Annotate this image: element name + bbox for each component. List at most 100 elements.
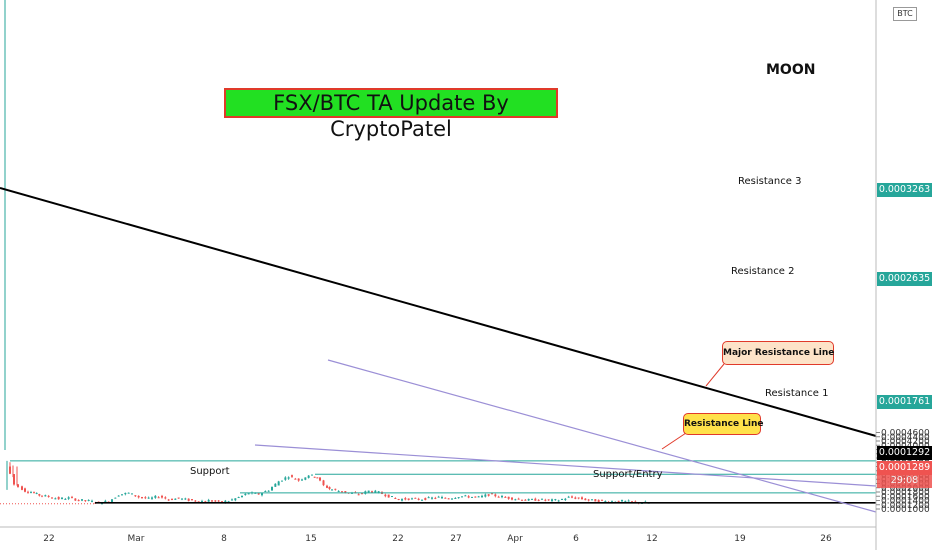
candle-body [511, 497, 513, 500]
candle-body [621, 500, 623, 502]
candle-body [207, 499, 210, 502]
candle-body [377, 491, 380, 493]
candle-body [307, 475, 310, 478]
resistance-callout-pointer [661, 432, 687, 450]
candle-body [311, 474, 313, 476]
x-tick-label: 22 [43, 534, 54, 544]
candle-body [204, 501, 207, 503]
candle-body [424, 497, 427, 500]
candle-body [284, 477, 287, 480]
candle-body [101, 503, 103, 505]
candle-body [227, 501, 230, 503]
candle-body [521, 499, 523, 501]
candle-body [281, 480, 283, 482]
candle-body [404, 498, 407, 500]
candle-body [326, 485, 328, 488]
candle-body [497, 496, 500, 498]
support-label: Support [190, 466, 230, 477]
resistance-2-label: Resistance 2 [731, 266, 795, 277]
resistance-1-price-tag: 0.0001761 [877, 395, 932, 409]
candle-body [151, 497, 153, 499]
x-tick-label: 8 [221, 534, 227, 544]
candle-body [594, 499, 597, 502]
resistance-1-label: Resistance 1 [765, 388, 829, 399]
candle-body [191, 499, 193, 501]
support-price-tag: 0.0001292 [877, 446, 932, 460]
candle-body [157, 497, 160, 499]
candle-body [567, 496, 570, 498]
candle-body [161, 495, 163, 498]
y-tick-label: 0.0001400 [881, 497, 930, 507]
candle-body [464, 495, 467, 497]
candle-body [44, 495, 47, 497]
candle-body [121, 494, 123, 496]
candle-body [334, 488, 337, 490]
candle-body [374, 490, 377, 493]
wedge-resistance-line [327, 359, 877, 513]
candle-body [534, 498, 537, 501]
candle-body [444, 497, 447, 499]
candle-body [597, 499, 600, 503]
candle-body [574, 497, 577, 499]
candle-body [111, 499, 113, 503]
candlesticks [6, 460, 650, 505]
candle-body [254, 492, 257, 494]
candle-body [177, 497, 180, 499]
candle-body [181, 498, 183, 500]
candle-body [427, 497, 430, 499]
chart-title: FSX/BTC TA Update By CryptoPatel [224, 88, 558, 141]
resistance-line-callout: Resistance Line [683, 413, 764, 435]
resistance-3-label: Resistance 3 [738, 176, 802, 187]
candle-body [484, 494, 487, 497]
candle-body [194, 500, 197, 502]
candle-body [514, 499, 517, 501]
candle-body [627, 500, 630, 502]
candle-body [584, 498, 587, 501]
last-price-tag: 0.0001289 [877, 461, 932, 475]
candle-body [527, 498, 530, 501]
candle-body [84, 500, 87, 502]
candle-body [237, 497, 240, 499]
candle-body [131, 493, 133, 495]
y-tick-label: 0.0004600 [881, 429, 930, 439]
candle-body [224, 500, 227, 503]
candle-body [331, 489, 333, 491]
candle-body [241, 495, 243, 498]
candle-body [197, 501, 200, 503]
wedge-support-line [254, 444, 877, 487]
candle-body [322, 480, 325, 486]
candle-body [244, 493, 247, 496]
candle-body [27, 491, 29, 493]
candle-body [431, 497, 433, 499]
candle-body [554, 499, 557, 501]
candle-body [601, 499, 603, 501]
candle-body [134, 495, 137, 497]
candle-body [21, 486, 23, 490]
candle-body [316, 477, 319, 479]
candle-body [221, 501, 223, 503]
trend-lines [0, 0, 877, 513]
candle-body [124, 492, 127, 495]
candle-body [33, 492, 35, 494]
candle-body [234, 498, 237, 501]
candle-body [147, 497, 150, 499]
candle-body [401, 499, 403, 501]
candle-body [91, 500, 93, 502]
candle-body [414, 497, 417, 499]
candle-body [231, 499, 233, 501]
candle-body [517, 498, 520, 500]
candle-body [541, 498, 543, 500]
candle-body [247, 493, 250, 495]
candle-body [319, 477, 321, 481]
candle-body [371, 491, 373, 493]
x-tick-label: Apr [507, 534, 523, 544]
candle-body [487, 494, 490, 496]
x-tick-label: 15 [305, 534, 316, 544]
candle-body [214, 500, 217, 502]
candle-body [304, 477, 307, 480]
x-tick-label: 12 [646, 534, 657, 544]
candle-body [117, 495, 120, 497]
candle-body [471, 496, 473, 498]
candle-body [301, 479, 303, 481]
support-entry-label: Support/Entry [593, 469, 663, 480]
